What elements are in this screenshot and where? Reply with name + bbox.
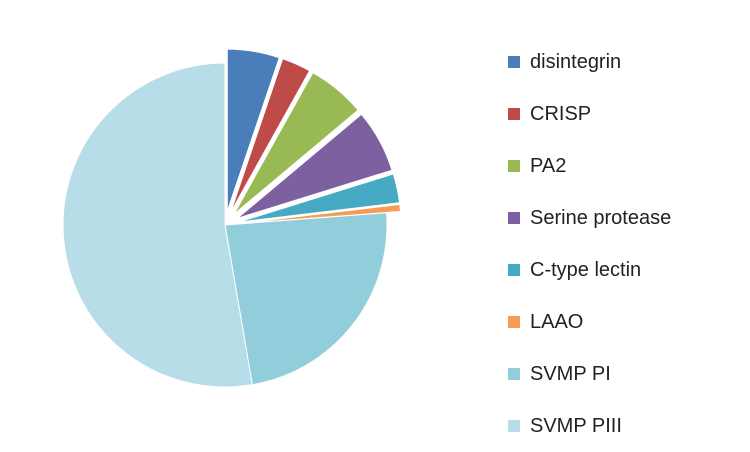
legend-swatch — [508, 368, 520, 380]
legend: disintegrin CRISP PA2 Serine protease C-type… — [508, 36, 671, 452]
pie-slice-svmp-piii — [62, 62, 253, 388]
legend-item-svmp-piii: SVMP PIII — [508, 400, 671, 452]
legend-swatch — [508, 316, 520, 328]
legend-label: LAAO — [530, 310, 584, 333]
pie-slice-disintegrin — [226, 48, 280, 212]
legend-swatch — [508, 420, 520, 432]
legend-swatch — [508, 108, 520, 120]
legend-item-laao: LAAO — [508, 296, 671, 348]
legend-label: disintegrin — [530, 50, 622, 73]
legend-label: SVMP PIII — [530, 414, 622, 437]
pie-slice-c-type-lectin — [238, 173, 401, 223]
legend-swatch — [508, 160, 520, 172]
legend-item-c-type-lectin: C-type lectin — [508, 244, 671, 296]
pie-slice-svmp-pi — [224, 212, 388, 386]
legend-item-svmp-pi: SVMP PI — [508, 348, 671, 400]
pie-slice-crisp — [230, 58, 311, 213]
legend-label: CRISP — [530, 102, 592, 125]
legend-item-pa2: PA2 — [508, 140, 671, 192]
legend-label: SVMP PI — [530, 362, 611, 385]
legend-swatch — [508, 264, 520, 276]
legend-label: Serine protease — [530, 206, 672, 229]
pie-slice-laao — [238, 203, 402, 225]
legend-label: PA2 — [530, 154, 567, 177]
legend-swatch — [508, 212, 520, 224]
legend-item-disintegrin: disintegrin — [508, 36, 671, 88]
legend-label: C-type lectin — [530, 258, 642, 281]
legend-swatch — [508, 56, 520, 68]
legend-item-crisp: CRISP — [508, 88, 671, 140]
pie-slice-serine-protease — [236, 113, 393, 219]
legend-item-serine-protease: Serine protease — [508, 192, 671, 244]
pie-slice-pa2 — [233, 72, 359, 215]
